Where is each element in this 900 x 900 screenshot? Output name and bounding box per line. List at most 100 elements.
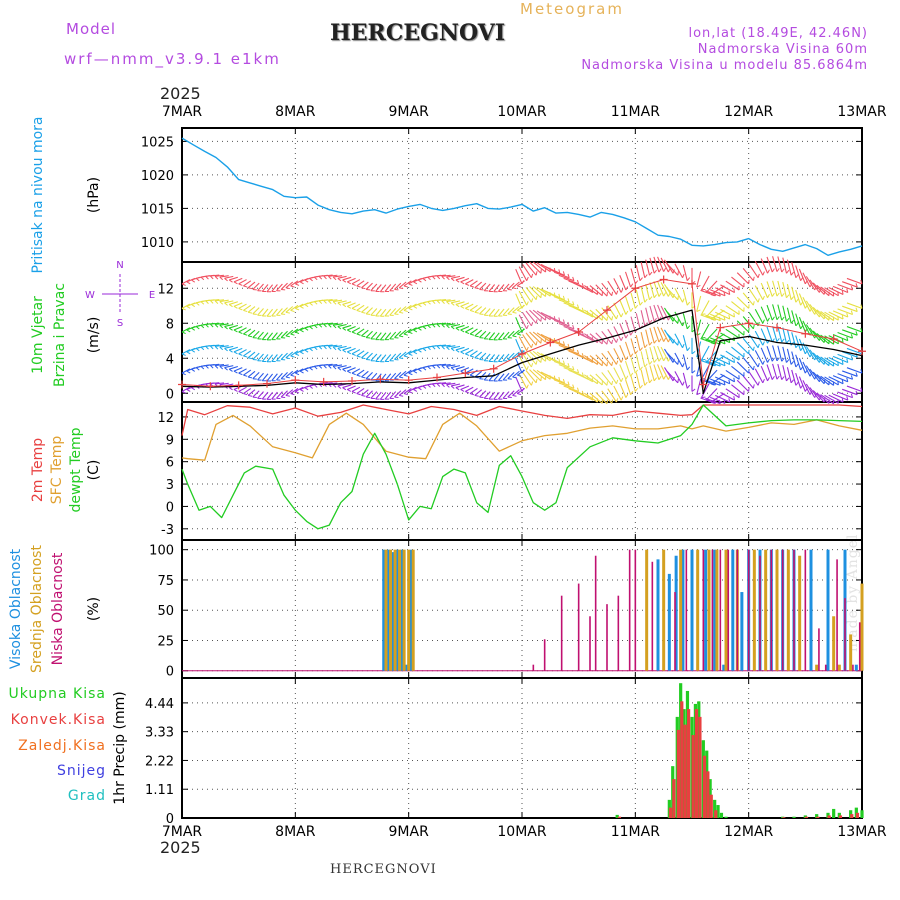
wind-barb bbox=[455, 276, 465, 281]
wind-barb-head bbox=[567, 273, 570, 278]
wind-barb bbox=[507, 390, 515, 398]
wind-barb-head bbox=[639, 347, 643, 352]
wind-barb-head bbox=[233, 389, 238, 392]
wind-barb-head bbox=[450, 277, 455, 282]
wind-barb bbox=[607, 328, 617, 343]
wind-barb-head bbox=[209, 300, 214, 304]
wind-barb-head bbox=[512, 287, 517, 290]
wind-barb bbox=[252, 390, 260, 398]
wind-barb bbox=[384, 391, 392, 400]
wind-barb bbox=[507, 282, 515, 290]
panel-frame bbox=[181, 677, 863, 819]
cloud-bar-low_cloud bbox=[543, 639, 546, 671]
wind-barb bbox=[696, 379, 702, 395]
wind-barb bbox=[356, 350, 365, 357]
cloud-bar-high_cloud bbox=[704, 549, 708, 671]
wind-barb-head bbox=[347, 370, 352, 374]
wind-barb bbox=[446, 364, 456, 367]
wind-barb bbox=[709, 337, 726, 345]
wind-barb bbox=[812, 330, 825, 343]
wind-barb bbox=[290, 328, 299, 335]
wind-barb bbox=[483, 283, 491, 292]
wind-barb bbox=[736, 379, 750, 392]
wind-gust-marker bbox=[773, 323, 781, 332]
wind-barb bbox=[408, 368, 417, 374]
wind-barb bbox=[525, 332, 537, 346]
wind-barb bbox=[394, 352, 402, 360]
wind-barb-head bbox=[195, 277, 200, 282]
wind-barb bbox=[816, 392, 830, 404]
wind-barb bbox=[772, 256, 778, 272]
wind-barb-head bbox=[243, 393, 248, 396]
wind-barb bbox=[709, 359, 726, 367]
wind-barb bbox=[502, 308, 510, 316]
cloud-bar-high_cloud bbox=[667, 573, 671, 671]
wind-barb bbox=[809, 387, 820, 401]
wind-barb-head bbox=[576, 349, 580, 355]
wind-barb bbox=[660, 365, 669, 380]
wind-barb-head bbox=[752, 276, 755, 281]
wind-barb bbox=[731, 324, 745, 336]
wind-barb-head bbox=[781, 357, 785, 362]
wind-barb bbox=[653, 345, 660, 362]
wind-barb bbox=[488, 308, 496, 317]
wind-barb-head bbox=[615, 360, 619, 365]
wind-barb bbox=[777, 256, 783, 273]
wind-barb bbox=[398, 329, 407, 337]
wind-barb bbox=[715, 357, 731, 365]
wind-barb bbox=[736, 272, 750, 285]
wind-barb bbox=[649, 282, 655, 298]
cloud-bar-high_cloud bbox=[740, 592, 744, 671]
wind-barb bbox=[705, 338, 721, 345]
wind-barb bbox=[266, 332, 274, 341]
wind-barb bbox=[210, 344, 220, 347]
wind-barb-head bbox=[214, 345, 219, 350]
wind-barb-head bbox=[682, 381, 685, 386]
wind-barb bbox=[252, 330, 260, 338]
wind-barb-head bbox=[860, 279, 863, 285]
wind-barb-head bbox=[417, 349, 422, 353]
wind-barb bbox=[640, 262, 646, 278]
wind-barb-head bbox=[427, 301, 431, 305]
cloud-bar-low_cloud bbox=[674, 592, 676, 671]
wind-barb-head bbox=[460, 329, 465, 333]
wind-barb-head bbox=[195, 367, 200, 371]
wind-barb bbox=[837, 373, 853, 380]
y-tick-label: 4 bbox=[166, 352, 174, 367]
wind-barb bbox=[525, 351, 537, 365]
wind-barb-head bbox=[285, 394, 290, 397]
wind-barb-head bbox=[243, 355, 248, 358]
temp-unit: (C) bbox=[86, 460, 102, 481]
wind-barb-head bbox=[441, 300, 445, 304]
wind-barb bbox=[483, 391, 491, 399]
wind-barb-head bbox=[530, 321, 534, 327]
wind-barb bbox=[247, 329, 256, 337]
wind-barb-head bbox=[361, 394, 366, 397]
wind-barb-head bbox=[356, 333, 361, 336]
wind-barb bbox=[682, 372, 688, 389]
wind-barb bbox=[515, 358, 523, 374]
wind-barb bbox=[664, 259, 674, 274]
cloud-bar-low_cloud bbox=[577, 583, 580, 671]
wind-barb-head bbox=[195, 302, 200, 306]
wind-barb bbox=[549, 316, 565, 324]
cloud-bar-low_cloud bbox=[711, 549, 714, 671]
cloud-ylabel: Visoka Oblacnost bbox=[8, 548, 24, 669]
wind-barb-head bbox=[521, 328, 525, 333]
wind-barb bbox=[518, 336, 528, 351]
wind-barb-head bbox=[328, 345, 332, 350]
wind-barb-head bbox=[526, 366, 529, 371]
wind-barb-head bbox=[361, 357, 366, 360]
wind-barb-head bbox=[332, 324, 337, 329]
wind-barb bbox=[394, 390, 402, 398]
wind-barb bbox=[649, 305, 655, 322]
wind-barb bbox=[846, 347, 863, 355]
wind-barb bbox=[772, 363, 778, 380]
wind-barb bbox=[285, 281, 294, 289]
wind-barb-head bbox=[309, 326, 313, 330]
wind-barb bbox=[408, 349, 417, 355]
wind-barb-head bbox=[290, 285, 295, 288]
precip-bar-precip_conv bbox=[617, 816, 622, 818]
wind-barb bbox=[210, 274, 220, 277]
wind-barb-head bbox=[781, 338, 785, 343]
